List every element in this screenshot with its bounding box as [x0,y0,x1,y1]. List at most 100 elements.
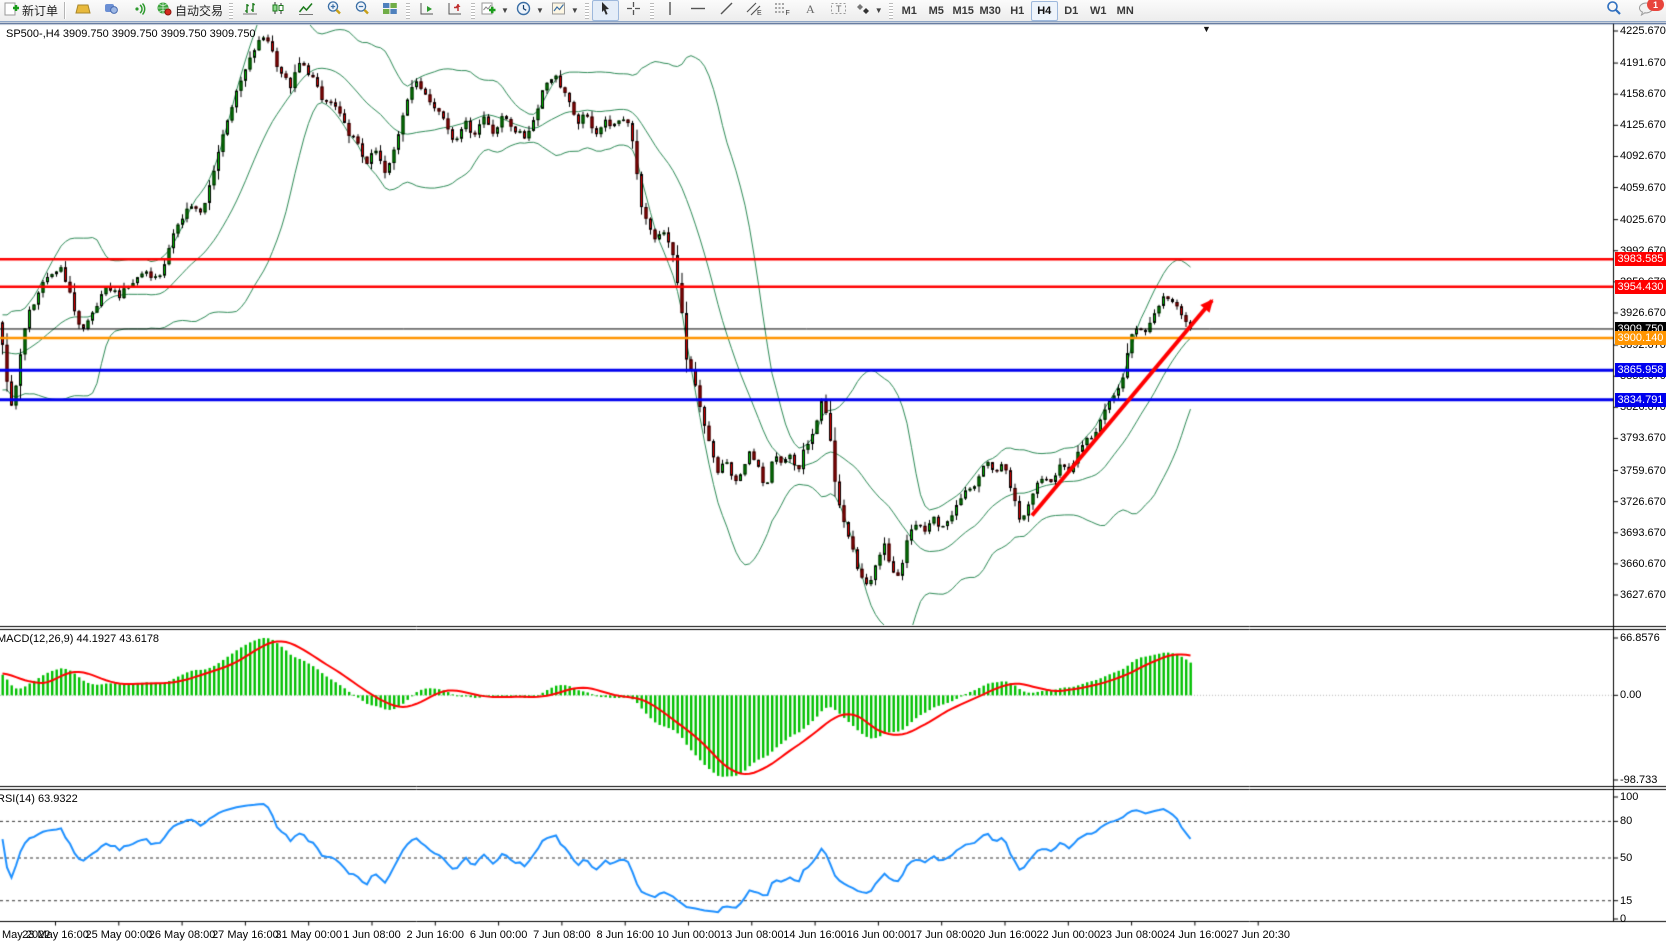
price-tick: 3726.670 [1620,495,1666,508]
candlestick-chart-button[interactable] [264,0,291,21]
time-tick-label: 31 May 00:00 [275,929,343,941]
panel-splitter-macd[interactable] [0,624,1666,630]
time-tick-label: 26 May 08:00 [148,929,216,941]
main-toolbar: 新订单 自动交易 ▼ ▼ ▼ E F A T ▼ [0,0,1666,22]
zoom-out-icon [354,0,370,21]
timeframe-m15[interactable]: M15 [952,4,974,17]
text-button[interactable]: A [797,0,824,21]
toolbar-grip [584,2,589,19]
time-tick-label: 23 May 16:00 [22,929,89,941]
zoom-out-button[interactable] [348,0,375,21]
time-tick-label: 25 May 00:00 [85,929,153,941]
level-price-box: 3954.430 [1615,279,1666,294]
templates-icon [551,1,567,21]
price-tick: 3759.670 [1620,464,1666,477]
timeframe-group: M1 M5 M15 M30 H1 H4 D1 W1 MN [896,0,1139,21]
new-order-icon [4,1,19,21]
level-price-box: 3983.585 [1615,252,1666,267]
templates-button[interactable]: ▼ [548,0,582,21]
timeframe-d1[interactable]: D1 [1064,4,1079,17]
fibonacci-button[interactable]: F [769,0,796,21]
signals-icon [131,1,147,20]
line-chart-button[interactable] [292,0,319,21]
community-icon [103,1,119,20]
chart-shift-marker[interactable]: ▼ [1202,24,1211,34]
toolbar-right: 1 [1600,0,1664,21]
rsi-axis-tick: 0 [1620,913,1627,925]
price-tick: 4025.670 [1620,213,1666,226]
chat-button[interactable]: 1 [1633,0,1664,21]
rsi-axis-tick: 80 [1620,815,1633,828]
clock-icon [516,1,532,21]
zoom-in-button[interactable] [320,0,347,21]
crosshair-button[interactable] [620,0,647,21]
time-tick-label: May 2022 [2,929,51,941]
symbol-info: SP500-,H4 3909.750 3909.750 3909.750 390… [6,28,256,40]
time-tick-label: 20 Jun 16:00 [973,929,1037,941]
dropdown-caret: ▼ [535,6,544,15]
svg-text:A: A [806,2,815,16]
candlestick-chart-icon [270,1,286,21]
trendline-button[interactable] [713,0,740,21]
rsi-axis-tick: 100 [1620,791,1639,803]
vertical-line-icon [664,1,676,21]
svg-text:F: F [785,10,789,16]
price-tick: 3926.670 [1620,307,1666,319]
time-tick-label: 7 Jun 08:00 [533,929,591,941]
arrows-icon [856,1,871,21]
timeframe-h4[interactable]: H4 [1030,0,1058,21]
tile-windows-icon [382,1,398,21]
time-tick-label: 8 Jun 16:00 [596,929,654,941]
search-button[interactable] [1600,0,1627,21]
timeframe-m30[interactable]: M30 [979,4,1001,17]
favorites-button[interactable] [69,0,96,21]
timeframe-w1[interactable]: W1 [1089,4,1107,17]
horizontal-line-button[interactable] [685,0,712,21]
price-tick: 4158.670 [1620,88,1666,101]
new-order-button[interactable]: 新订单 [1,0,61,21]
price-tick: 4191.670 [1620,57,1666,70]
tile-windows-button[interactable] [376,0,403,21]
auto-scroll-button[interactable] [413,0,440,21]
price-tick: 4059.670 [1620,181,1666,194]
macd-axis-tick: 66.8576 [1620,632,1660,644]
chart-shift-button[interactable] [441,0,468,21]
bar-chart-button[interactable] [236,0,263,21]
timeframe-mn[interactable]: MN [1116,4,1134,17]
auto-trading-icon [156,1,172,21]
trendline-icon [719,1,734,21]
time-tick-label: 27 May 16:00 [212,929,279,941]
dropdown-caret: ▼ [570,6,579,15]
arrows-button[interactable]: ▼ [853,0,886,21]
cursor-button[interactable] [591,0,619,21]
timeframe-h1[interactable]: H1 [1010,4,1025,17]
timeframe-m5[interactable]: M5 [928,4,944,17]
time-tick-label: 1 Jun 08:00 [343,929,401,941]
auto-trading-button[interactable]: 自动交易 [153,0,226,21]
time-tick-label: 24 Jun 16:00 [1163,929,1227,941]
toolbar-grip [406,2,411,19]
panel-splitter-rsi[interactable] [0,784,1666,790]
periods-button[interactable]: ▼ [513,0,547,21]
macd-axis-tick: 0.00 [1620,689,1642,702]
indicators-button[interactable]: ▼ [478,0,512,21]
toolbar-grip [471,2,476,19]
zoom-in-icon [326,0,342,21]
time-tick-label: 14 Jun 16:00 [783,929,847,941]
time-tick-label: 16 Jun 00:00 [846,929,911,941]
timeframe-m1[interactable]: M1 [901,4,917,17]
price-tick: 4125.670 [1620,119,1666,132]
label-icon: T [830,1,847,21]
dropdown-caret: ▼ [501,6,509,15]
favorites-icon [74,1,91,20]
rsi-axis-tick: 50 [1620,852,1633,864]
vertical-line-button[interactable] [657,0,684,21]
new-order-label: 新订单 [22,4,59,18]
price-tick: 4092.670 [1620,150,1666,163]
channel-button[interactable]: E [741,0,768,21]
crosshair-icon [626,1,641,21]
label-button[interactable]: T [825,0,852,21]
community-button[interactable] [97,0,124,21]
signals-button[interactable] [125,0,152,21]
